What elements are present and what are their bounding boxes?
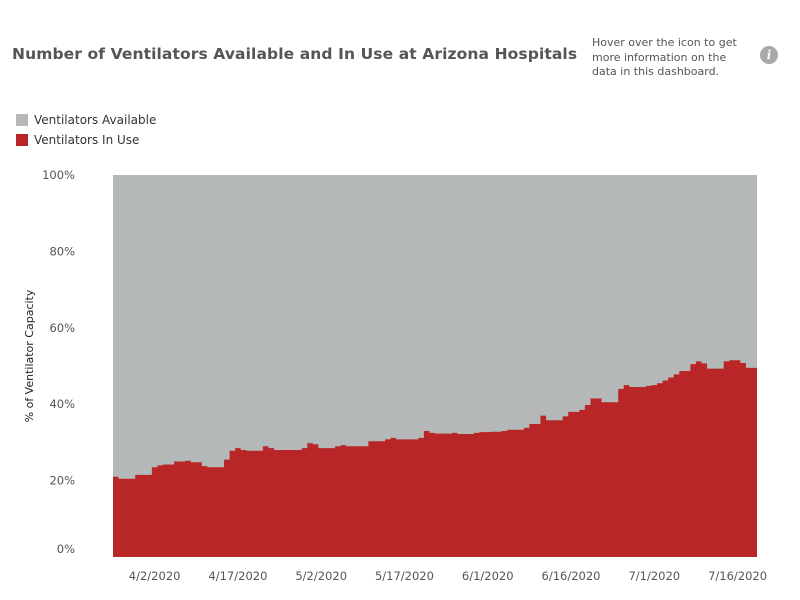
legend-item-available[interactable]: Ventilators Available [16,110,156,130]
x-tick-label: 7/1/2020 [628,569,680,583]
x-tick-label: 5/2/2020 [295,569,347,583]
area-ventilators-in-use[interactable] [113,360,757,557]
x-tick-label: 7/16/2020 [708,569,767,583]
x-tick-label: 4/2/2020 [129,569,181,583]
x-tick-label: 4/17/2020 [208,569,267,583]
x-tick-label: 6/16/2020 [542,569,601,583]
y-tick-label: 80% [49,244,75,258]
page-title: Number of Ventilators Available and In U… [12,45,578,63]
y-tick-label: 40% [49,397,75,411]
y-tick-label: 100% [42,168,75,182]
y-tick-label: 60% [49,321,75,335]
legend-swatch-available [16,114,28,126]
legend: Ventilators Available Ventilators In Use [16,110,156,150]
info-text: Hover over the icon to get more informat… [592,36,737,78]
y-tick-label: 0% [57,542,75,556]
legend-label-available: Ventilators Available [34,113,157,127]
y-axis-label: % of Ventilator Capacity [23,289,36,422]
x-tick-label: 6/1/2020 [462,569,514,583]
info-icon[interactable]: i [760,46,778,64]
legend-swatch-in-use [16,134,28,146]
y-tick-label: 20% [49,474,75,488]
legend-label-in-use: Ventilators In Use [34,133,140,147]
x-tick-label: 5/17/2020 [375,569,434,583]
legend-item-in-use[interactable]: Ventilators In Use [16,130,156,150]
